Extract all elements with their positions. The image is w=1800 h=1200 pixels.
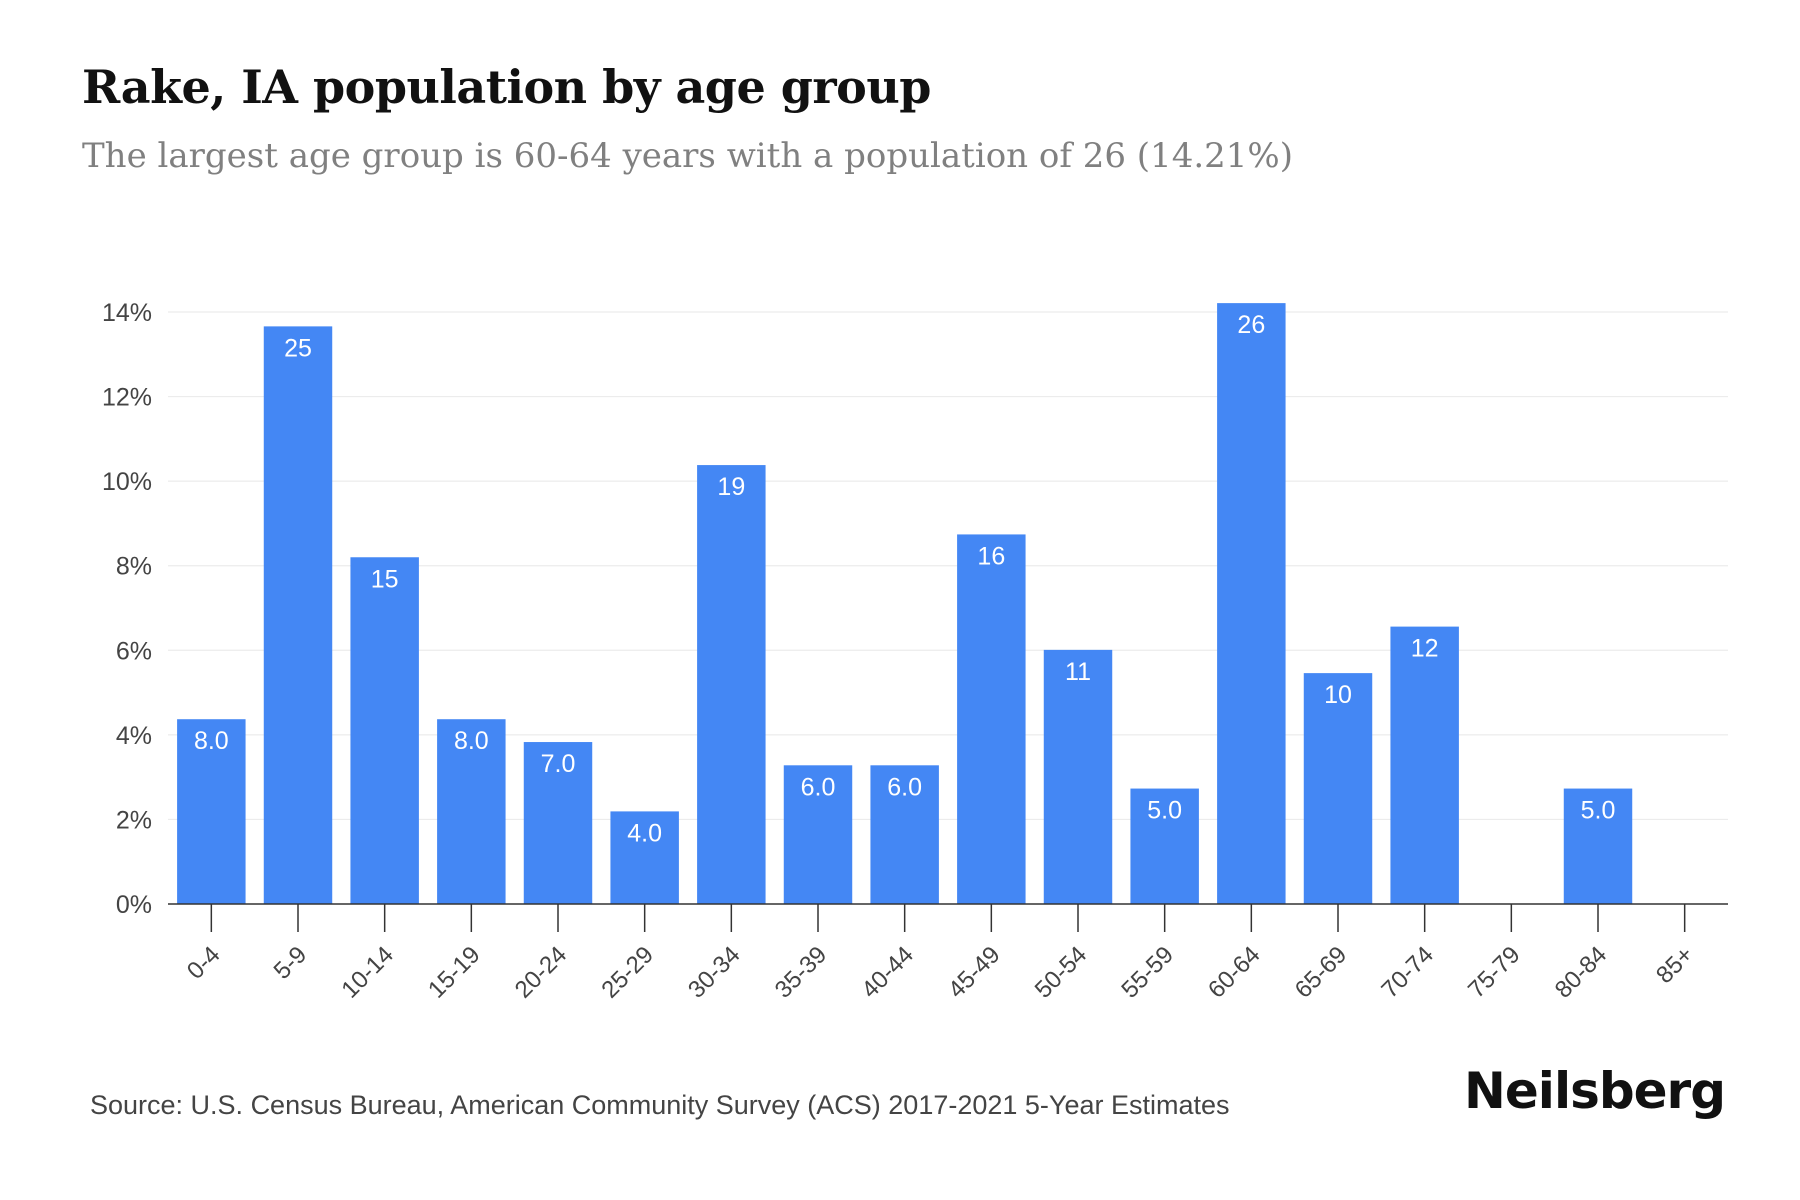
bar-25-29 [610,811,679,904]
x-tick-label-55-59: 55-59 [1116,941,1179,1004]
x-tick-label-70-74: 70-74 [1376,941,1439,1004]
bar-70-74 [1390,626,1459,904]
x-tick-label-20-24: 20-24 [510,941,573,1004]
chart-title: Rake, IA population by age group [82,60,931,114]
data-label-20-24: 7.0 [541,750,576,778]
data-label-70-74: 12 [1411,635,1439,663]
x-axis-ticks: 0-4 5-9 10-14 15-19 20-24 25-29 30-34 35-39 40-4… [182,904,1699,1004]
data-label-5-9: 25 [284,334,312,362]
chart-subtitle: The largest age group is 60-64 years wit… [82,136,1293,176]
x-tick-label-5-9: 5-9 [269,941,313,985]
x-tick-label-65-69: 65-69 [1290,941,1353,1004]
x-tick-label-10-14: 10-14 [336,941,399,1004]
x-tick-label-60-64: 60-64 [1203,941,1266,1004]
x-tick-label-50-54: 50-54 [1030,941,1093,1004]
y-tick-label: 14% [102,299,152,327]
y-tick-label: 8% [116,553,152,581]
x-tick-label-80-84: 80-84 [1550,941,1613,1004]
bar-5-9 [263,326,333,904]
bar-30-34 [697,465,766,904]
x-tick-label-40-44: 40-44 [856,941,919,1004]
bar-50-54 [1043,649,1113,904]
data-label-15-19: 8.0 [454,727,489,755]
x-tick-label-85+: 85+ [1651,941,1699,989]
data-label-45-49: 16 [977,542,1005,570]
bar-40-44 [870,765,939,904]
data-label-65-69: 10 [1324,681,1352,709]
data-label-60-64: 26 [1237,311,1265,339]
bar-10-14 [350,557,419,904]
data-label-25-29: 4.0 [627,819,662,847]
gridlines [168,311,1728,821]
x-tick-label-45-49: 45-49 [943,941,1006,1004]
data-label-30-34: 19 [717,473,745,501]
x-tick-label-75-79: 75-79 [1463,941,1526,1004]
data-label-50-54: 11 [1065,658,1091,686]
bar-0-4 [177,719,246,904]
x-tick-label-15-19: 15-19 [423,941,486,1004]
data-label-55-59: 5.0 [1147,797,1182,825]
x-tick-label-30-34: 30-34 [683,941,746,1004]
y-tick-label: 2% [116,806,152,834]
brand-logo: Neilsberg [1464,1062,1726,1120]
bar-35-39 [783,765,853,904]
data-labels: 8.0 25 15 8.0 7.0 4.0 19 6.0 6.0 16 11 5.0 26 10 12 5.0 [194,311,1615,847]
bar-80-84 [1563,788,1633,904]
x-tick-label-35-39: 35-39 [770,941,833,1004]
y-tick-label: 0% [116,891,152,919]
data-label-0-4: 8.0 [194,727,229,755]
x-tick-label-25-29: 25-29 [596,941,659,1004]
bars [177,303,1633,904]
bar-65-69 [1303,673,1373,904]
y-tick-label: 4% [116,722,152,750]
x-tick-label-0-4: 0-4 [182,941,226,985]
bar-55-59 [1130,788,1199,904]
data-label-35-39: 6.0 [801,773,836,801]
y-tick-label: 10% [102,468,152,496]
bar-15-19 [437,719,506,904]
source-note: Source: U.S. Census Bureau, American Com… [90,1090,1230,1120]
data-label-40-44: 6.0 [887,773,922,801]
bar-45-49 [957,534,1026,904]
data-label-80-84: 5.0 [1581,797,1616,825]
y-tick-label: 6% [116,637,152,665]
y-tick-label: 12% [102,384,152,412]
data-label-10-14: 15 [371,565,399,593]
bar-60-64 [1217,303,1286,904]
bar-20-24 [523,742,593,904]
y-axis-ticks: 0% 2% 4% 6% 8% 10% 12% 14% [102,299,152,919]
